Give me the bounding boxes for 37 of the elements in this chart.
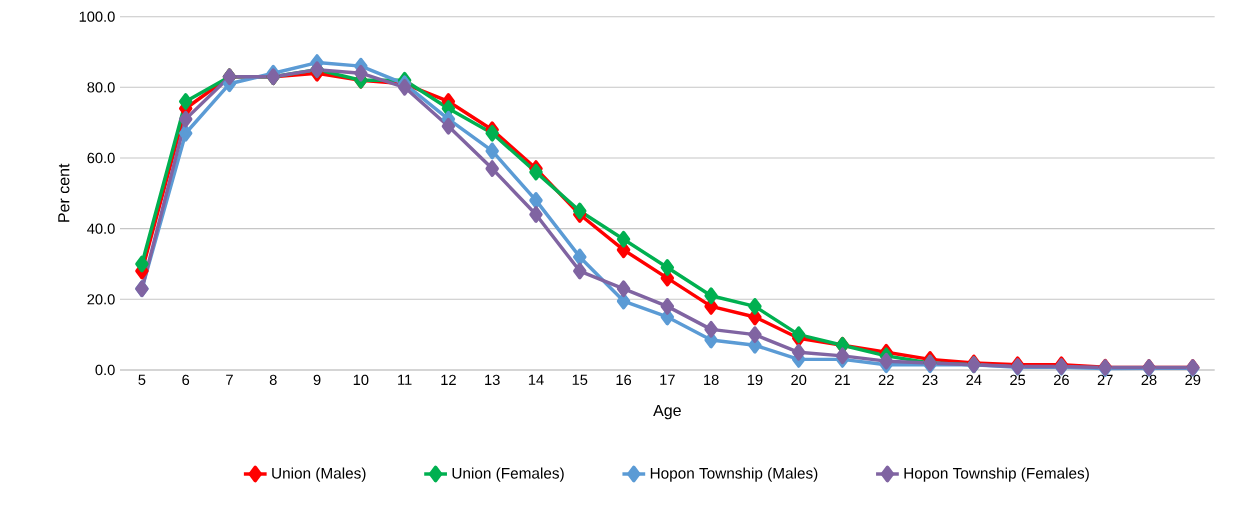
x-tick-label: 10 [353,374,369,386]
x-tick-label: 27 [1097,374,1113,385]
x-axis-title: Age [653,404,681,420]
legend-label: Union (Males) [272,467,366,482]
x-tick-label: 14 [528,374,544,385]
x-tick-label: 20 [791,374,807,386]
x-tick-label: 16 [616,374,632,386]
x-tick-label: 21 [835,374,850,385]
y-tick-label: 100.0 [79,11,115,22]
x-tick-label: 23 [922,374,938,386]
x-tick-label: 28 [1141,374,1157,386]
x-tick-label: 18 [704,374,719,386]
y-tick-label: 60.0 [87,152,115,164]
x-tick-label: 17 [660,374,675,385]
x-tick-label: 5 [138,374,146,385]
x-tick-label: 7 [226,374,233,385]
legend-label: Union (Females) [452,467,564,482]
x-tick-label: 24 [966,374,982,385]
legend-label: Hopon Township (Males) [650,467,818,482]
x-tick-label: 12 [441,374,456,385]
y-tick-label: 80.0 [87,82,115,93]
x-tick-label: 6 [182,374,190,386]
x-tick-label: 22 [878,374,894,385]
x-tick-label: 9 [313,374,321,386]
x-tick-label: 19 [747,374,763,386]
legend-label: Hopon Township (Females) [904,467,1089,482]
y-tick-label: 40.0 [87,223,115,234]
y-axis-title: Per cent [58,163,70,222]
x-tick-label: 11 [398,374,412,385]
x-tick-label: 15 [572,374,588,385]
x-tick-label: 8 [269,374,277,386]
y-tick-label: 0.0 [95,364,115,376]
x-tick-label: 29 [1185,374,1201,386]
x-tick-label: 26 [1053,374,1069,386]
x-tick-label: 25 [1010,374,1026,386]
y-tick-label: 20.0 [87,294,115,305]
x-tick-label: 13 [485,374,500,386]
